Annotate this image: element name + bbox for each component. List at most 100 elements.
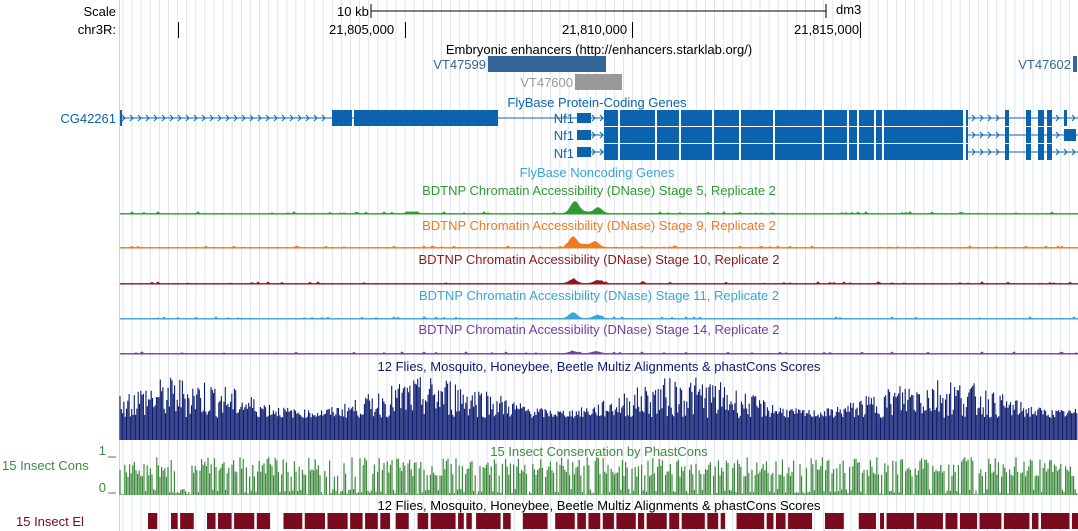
conserved-element xyxy=(1040,513,1070,529)
strand-arrow-icon xyxy=(591,114,596,122)
gene-models[interactable] xyxy=(120,106,1078,166)
conserved-elements-track[interactable] xyxy=(120,513,1078,529)
conserved-element xyxy=(707,513,719,529)
conserved-element xyxy=(945,513,958,529)
strand-arrow-icon xyxy=(289,114,294,122)
enhancer-label-vt47600[interactable]: VT47600 xyxy=(520,75,573,90)
gene-label-nf1[interactable]: Nf1 xyxy=(553,146,574,161)
dnase-stage11-title[interactable]: BDTNP Chromatin Accessibility (DNase) St… xyxy=(418,288,780,303)
strand-arrow-icon xyxy=(145,114,150,122)
enhancer-feature-vt47600[interactable] xyxy=(575,74,622,90)
exon-gap xyxy=(847,110,849,161)
strand-arrow-icon xyxy=(591,131,596,139)
gene-utr xyxy=(577,130,591,140)
conserved-element xyxy=(916,513,943,529)
conserved-element xyxy=(1003,513,1030,529)
gene-label-nf1[interactable]: Nf1 xyxy=(553,111,574,126)
enhancer-feature-vt47599[interactable] xyxy=(488,56,606,72)
dnase-stage9-signal[interactable] xyxy=(119,230,1078,250)
gene-exon xyxy=(604,110,968,126)
dnase-signal-area xyxy=(119,201,1078,215)
scale-bar xyxy=(370,4,827,18)
exon-gap xyxy=(857,110,859,161)
conserved-element xyxy=(637,513,645,529)
gene-exon xyxy=(1047,144,1052,160)
strand-arrow-icon xyxy=(971,148,976,156)
conserved-element xyxy=(959,513,978,529)
strand-arrow-icon xyxy=(233,114,238,122)
phastcons-track-title[interactable]: 15 Insect Conservation by PhastCons xyxy=(490,444,708,459)
conserved-element xyxy=(766,513,774,529)
gene-exon xyxy=(1005,127,1009,143)
flybase-coding-track-title[interactable]: FlyBase Protein-Coding Genes xyxy=(507,95,687,110)
exon-gap xyxy=(882,110,884,161)
phastcons-conservation-plot[interactable] xyxy=(119,457,1078,495)
exon-gap xyxy=(679,110,681,161)
multiz-bars xyxy=(119,377,1078,440)
left-margin-line xyxy=(119,0,120,531)
dnase-stage10-title[interactable]: BDTNP Chromatin Accessibility (DNase) St… xyxy=(418,252,780,267)
gene-exon xyxy=(1026,127,1031,143)
gene-utr xyxy=(577,113,591,123)
enhancers-track-title[interactable]: Embryonic enhancers (http://enhancers.st… xyxy=(445,42,753,57)
phastcons-side-label[interactable]: 15 Insect Cons xyxy=(2,458,89,473)
strand-arrow-icon xyxy=(249,114,254,122)
phastcons-bars xyxy=(119,457,1078,495)
enhancer-label-vt47599[interactable]: VT47599 xyxy=(433,57,486,72)
conserved-element xyxy=(1071,513,1078,529)
conserved-element xyxy=(720,513,726,529)
enhancer-label-vt47602[interactable]: VT47602 xyxy=(1018,57,1071,72)
strand-arrow-icon xyxy=(599,131,604,139)
conserved-element xyxy=(234,513,255,529)
dnase-signal-area xyxy=(119,312,1078,320)
strand-arrow-icon xyxy=(281,114,286,122)
gene-exon xyxy=(120,110,122,126)
enhancer-feature-vt47602[interactable] xyxy=(1073,56,1077,72)
multiz-track-title[interactable]: 12 Flies, Mosquito, Honeybee, Beetle Mul… xyxy=(377,359,821,374)
strand-arrow-icon xyxy=(987,114,992,122)
elements-side-label[interactable]: 15 Insect El xyxy=(16,514,84,529)
conserved-element xyxy=(256,513,271,529)
strand-arrow-icon xyxy=(979,131,984,139)
strand-arrow-icon xyxy=(193,114,198,122)
exon-gap xyxy=(822,110,824,161)
strand-arrow-icon xyxy=(241,114,246,122)
strand-arrow-icon xyxy=(1055,131,1060,139)
gene-exon xyxy=(1026,144,1031,160)
conserved-element xyxy=(979,513,1002,529)
strand-arrow-icon xyxy=(971,114,976,122)
strand-arrow-icon xyxy=(273,114,278,122)
strand-arrow-icon xyxy=(313,114,318,122)
gene-exon xyxy=(1026,110,1031,126)
chrom-label: chr3R: xyxy=(77,22,116,37)
dnase-stage9-title[interactable]: BDTNP Chromatin Accessibility (DNase) St… xyxy=(422,218,776,233)
strand-arrow-icon xyxy=(321,114,326,122)
strand-arrow-icon xyxy=(979,148,984,156)
gene-exon xyxy=(332,110,352,126)
flybase-noncoding-track-title[interactable]: FlyBase Noncoding Genes xyxy=(519,165,675,180)
strand-arrow-icon xyxy=(979,114,984,122)
strand-arrow-icon xyxy=(591,148,596,156)
multiz-conservation-plot[interactable] xyxy=(119,374,1078,440)
conserved-element xyxy=(577,513,586,529)
conserved-element xyxy=(588,513,601,529)
dnase-stage5-title[interactable]: BDTNP Chromatin Accessibility (DNase) St… xyxy=(422,183,776,198)
gene-label-nf1[interactable]: Nf1 xyxy=(553,128,574,143)
dnase-stage14-signal[interactable] xyxy=(119,336,1078,356)
exon-gap xyxy=(655,110,657,161)
phastcons-ymin: 0 xyxy=(98,480,106,495)
strand-arrow-icon xyxy=(209,114,214,122)
dnase-stage10-signal[interactable] xyxy=(119,266,1078,286)
dnase-stage14-title[interactable]: BDTNP Chromatin Accessibility (DNase) St… xyxy=(418,322,780,337)
dnase-signal-area xyxy=(119,236,1078,249)
dnase-stage11-signal[interactable] xyxy=(119,301,1078,321)
gene-exon xyxy=(1038,144,1044,160)
elements-track-title[interactable]: 12 Flies, Mosquito, Honeybee, Beetle Mul… xyxy=(377,498,821,513)
conserved-element xyxy=(1031,513,1039,529)
exon-gap xyxy=(739,110,741,161)
strand-arrow-icon xyxy=(177,114,182,122)
dnase-stage5-signal[interactable] xyxy=(119,196,1078,216)
gene-label-cg42261[interactable]: CG42261 xyxy=(60,111,116,126)
strand-arrow-icon xyxy=(225,114,230,122)
